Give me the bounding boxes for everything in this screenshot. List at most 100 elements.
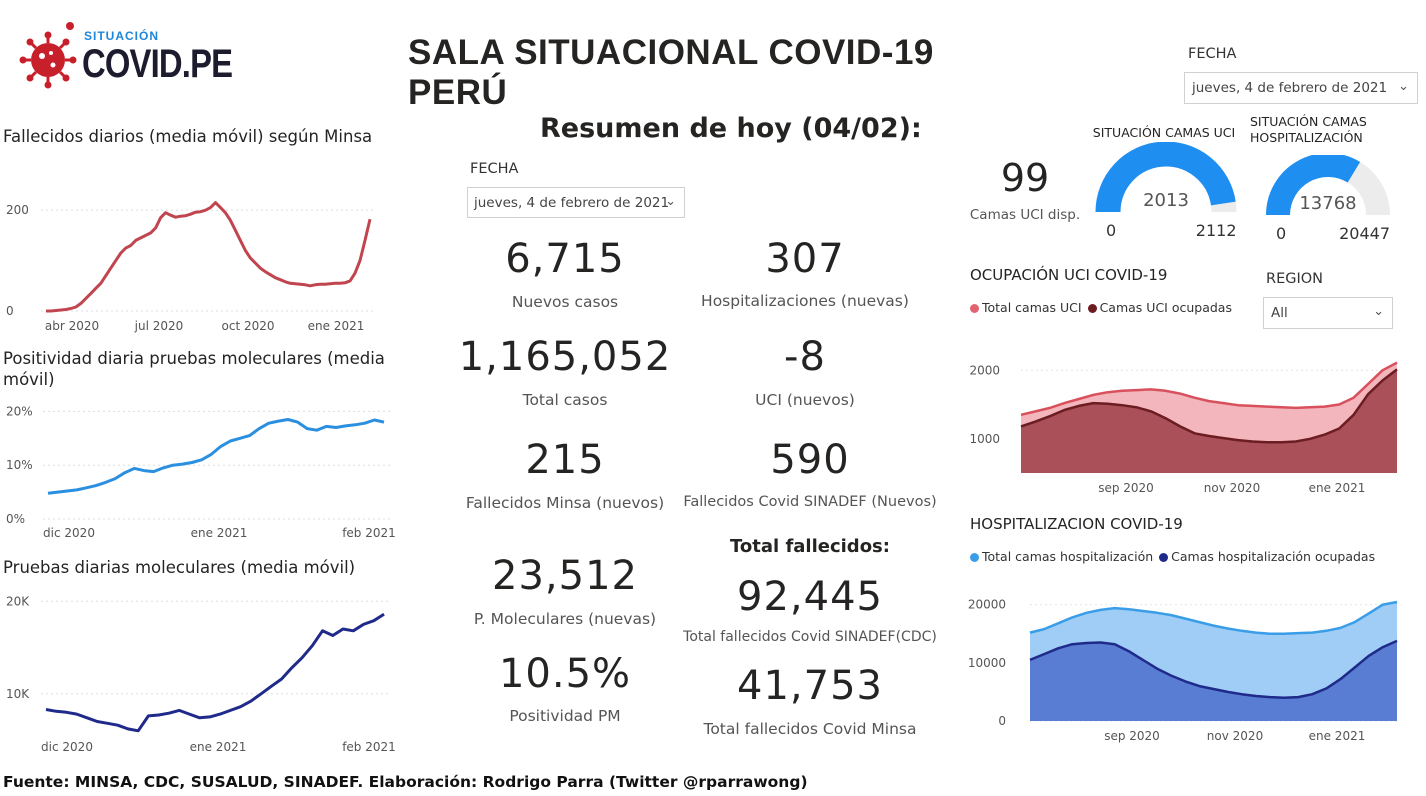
legend-hosp-total: Total camas hospitalización [970,549,1153,564]
x-tick-label: dic 2020 [43,526,95,540]
x-tick-label: sep 2020 [1098,481,1154,495]
kpi-total-casos-value: 1,165,052 [458,334,672,380]
gauge-value: 2013 [1143,190,1189,211]
kpi-uci-label: UCI (nuevos) [755,391,855,409]
chevron-down-icon: ⌄ [665,194,676,209]
y-tick-label: 0% [6,512,25,526]
x-tick-label: ene 2021 [1309,481,1366,495]
series-line [1029,600,1398,635]
series-line [46,201,372,313]
kpi-nuevos-casos-value: 6,715 [505,236,625,282]
chart-title-hosp: HOSPITALIZACION COVID-19 [970,515,1183,533]
gauge-min: 0 [1276,224,1286,243]
y-tick-label: 10000 [968,656,1006,670]
legend-uci-total: Total camas UCI [970,300,1082,315]
series-line [1029,639,1398,699]
logo-small-text: SITUACIÓN [84,29,159,43]
y-tick-label: 10K [6,687,30,701]
series-line [47,418,385,495]
uci-available-label: Camas UCI disp. [969,207,1081,223]
x-tick-label: oct 2020 [222,319,275,333]
total-sinadef-label: Total fallecidos Covid SINADEF(CDC) [683,629,937,645]
gauge-max: 2112 [1196,221,1237,240]
kpi-fallecidos-sinadef-label: Fallecidos Covid SINADEF (Nuevos) [683,494,937,510]
header-fecha-label: FECHA [1188,46,1237,62]
legend-uci-occupied: Camas UCI ocupadas [1087,300,1232,315]
uci-available-value: 99 [1000,156,1050,200]
y-tick-label: 200 [6,203,29,217]
chevron-down-icon: ⌄ [1398,79,1409,94]
kpi-fallecidos-sinadef-value: 590 [770,437,850,483]
logo-big-text: COVID.PE [82,42,233,86]
header-fecha-value: jueves, 4 de febrero de 2021 [1192,80,1388,96]
gauge-hosp-title: SITUACIÓN CAMAS HOSPITALIZACIÓN [1250,114,1367,145]
chart-hosp: 0 10000 20000 sep 2020 nov 2020 ene 2021 [968,598,1398,743]
total-minsa-value: 41,753 [737,663,883,709]
chart-title-pruebas: Pruebas diarias moleculares (media móvil… [3,558,356,577]
legend-uci: Total camas UCI Camas UCI ocupadas [970,300,1232,315]
x-tick-label: ene 2021 [308,319,365,333]
y-tick-label: 0 [998,714,1006,728]
kpi-total-casos-label: Total casos [522,391,608,409]
chart-fallecidos: 0 200 abr 2020 jul 2020 oct 2020 ene 2021 [6,201,376,333]
x-tick-label: ene 2021 [1309,729,1366,743]
kpi-hospitalizaciones-value: 307 [765,236,845,282]
series-area [1030,640,1397,721]
x-tick-label: dic 2020 [41,740,93,754]
kpi-moleculares-label: P. Moleculares (nuevas) [473,610,657,628]
region-label: REGION [1266,271,1324,287]
x-tick-label: feb 2021 [342,740,396,754]
series-line [45,612,385,733]
kpi-fallecidos-minsa-value: 215 [525,437,605,483]
y-tick-label: 20K [6,594,30,608]
gauge-uci: 2013 0 2112 [1095,142,1237,240]
kpi-hospitalizaciones-label: Hospitalizaciones (nuevas) [701,292,909,310]
region-dropdown[interactable]: All ⌄ [1263,297,1393,329]
summary-fecha-dropdown[interactable]: jueves, 4 de febrero de 2021 ⌄ [467,187,685,218]
summary-title: Resumen de hoy (04/02): [540,113,922,144]
y-tick-label: 10% [6,458,33,472]
series-line [1020,368,1398,444]
x-tick-label: sep 2020 [1104,729,1160,743]
total-fallecidos-title: Total fallecidos: [730,536,890,557]
page-title: SALA SITUACIONAL COVID-19 PERÚ [408,33,934,112]
chart-pruebas: 10K 20K dic 2020 ene 2021 feb 2021 [6,594,396,754]
gauge-uci-title: SITUACIÓN CAMAS UCI [1092,125,1236,140]
series-area [1021,369,1397,473]
gauge-fill [1095,142,1236,213]
x-tick-label: abr 2020 [45,319,99,333]
gauge-hosp: 13768 0 20447 [1266,155,1390,243]
x-tick-label: jul 2020 [134,319,184,333]
chart-uci: 1000 2000 sep 2020 nov 2020 ene 2021 [969,361,1398,495]
region-value: All [1271,305,1288,321]
gauge-min: 0 [1106,221,1116,240]
kpi-fallecidos-minsa-label: Fallecidos Minsa (nuevos) [465,494,665,512]
kpi-moleculares-value: 23,512 [492,553,638,599]
header-fecha-dropdown[interactable]: jueves, 4 de febrero de 2021 ⌄ [1184,72,1418,104]
gauge-max: 20447 [1339,224,1390,243]
kpi-uci-value: -8 [784,334,826,380]
virus-icon [19,22,77,89]
footer-source: Fuente: MINSA, CDC, SUSALUD, SINADEF. El… [3,773,808,791]
legend-hosp-occupied: Camas hospitalización ocupadas [1159,549,1375,564]
total-minsa-label: Total fallecidos Covid Minsa [703,720,917,738]
kpi-positividad-label: Positividad PM [509,707,621,725]
summary-fecha-label: FECHA [470,161,519,177]
chart-title-fallecidos: Fallecidos diarios (media móvil) según M… [3,127,373,146]
y-tick-label: 20% [6,404,33,418]
gauge-fill [1266,155,1361,216]
chart-title-uci: OCUPACIÓN UCI COVID-19 [970,266,1168,284]
y-tick-label: 2000 [969,363,1000,377]
gauge-value: 13768 [1299,193,1356,214]
kpi-nuevos-casos-label: Nuevos casos [511,293,619,311]
chevron-down-icon: ⌄ [1373,304,1384,319]
y-tick-label: 20000 [968,598,1006,612]
total-sinadef-value: 92,445 [737,574,883,620]
chart-positividad: 0% 10% 20% dic 2020 ene 2021 feb 2021 [6,404,396,540]
y-tick-label: 0 [6,304,14,318]
summary-fecha-value: jueves, 4 de febrero de 2021 [474,195,670,211]
x-tick-label: nov 2020 [1204,481,1260,495]
logo: SITUACIÓN COVID.PE [18,20,233,92]
legend-hosp: Total camas hospitalización Camas hospit… [970,549,1375,564]
x-tick-label: feb 2021 [342,526,396,540]
